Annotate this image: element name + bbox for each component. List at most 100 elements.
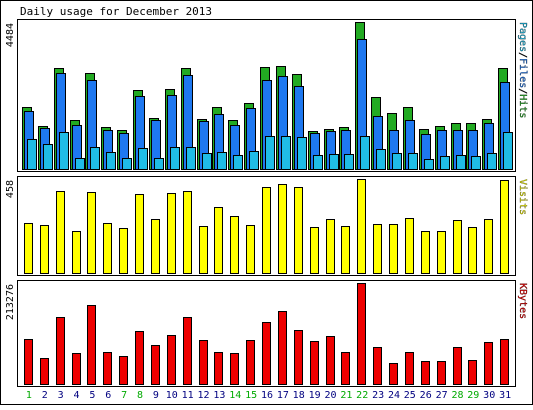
bar-visits-day-29 (468, 227, 477, 274)
bar-pages-day-15 (249, 151, 259, 170)
bar-kbytes-day-15 (246, 340, 255, 385)
bar-visits-day-31 (500, 180, 509, 274)
x-tick-label-day-24: 24 (388, 390, 400, 401)
bar-kbytes-day-20 (326, 336, 335, 385)
bar-pages-day-14 (233, 155, 243, 170)
bar-kbytes-day-8 (135, 331, 144, 385)
bar-visits-day-1 (24, 223, 33, 274)
legend-item-visits-0: Visits (517, 179, 528, 215)
bar-pages-day-13 (217, 152, 227, 170)
bar-visits-day-4 (72, 231, 81, 274)
bar-visits-day-23 (373, 224, 382, 274)
x-tick-label-day-4: 4 (73, 390, 79, 401)
panel-usage: 4484 Pages/Files/Hits (5, 19, 528, 172)
bar-visits-day-6 (103, 223, 112, 274)
bar-kbytes-day-1 (24, 339, 33, 385)
bar-kbytes-day-29 (468, 360, 477, 385)
bar-kbytes-day-5 (87, 305, 96, 385)
bar-kbytes-day-25 (405, 352, 414, 385)
bar-pages-day-20 (329, 154, 339, 170)
bar-kbytes-day-14 (230, 353, 239, 385)
bar-pages-day-8 (138, 148, 148, 170)
x-tick-label-day-3: 3 (58, 390, 64, 401)
x-tick-label-day-2: 2 (42, 390, 48, 401)
bar-visits-day-28 (453, 220, 462, 274)
bar-kbytes-day-16 (262, 322, 271, 385)
x-tick-label-day-30: 30 (483, 390, 495, 401)
series-visits (24, 179, 509, 274)
bar-pages-day-10 (170, 147, 180, 170)
x-tick-label-day-6: 6 (105, 390, 111, 401)
bar-pages-day-17 (281, 136, 291, 170)
bar-kbytes-day-11 (183, 317, 192, 385)
x-tick-label-day-17: 17 (277, 390, 289, 401)
bar-kbytes-day-19 (310, 341, 319, 385)
legend-item-usage-2: Files (517, 58, 528, 88)
series-kbytes (24, 283, 509, 385)
bar-visits-day-26 (421, 231, 430, 274)
bar-visits-day-30 (484, 219, 493, 274)
bar-visits-day-25 (405, 218, 414, 274)
x-tick-label-day-13: 13 (213, 390, 225, 401)
bar-visits-day-8 (135, 194, 144, 274)
bar-kbytes-day-27 (437, 361, 446, 385)
panel-visits: 458 Visits (5, 176, 528, 276)
bar-kbytes-day-2 (40, 358, 49, 385)
bar-pages-day-7 (122, 158, 132, 170)
x-tick-label-day-8: 8 (137, 390, 143, 401)
y-max-label-usage: 4484 (5, 23, 16, 47)
bar-pages-day-11 (186, 147, 196, 170)
bar-pages-day-18 (297, 137, 307, 170)
bar-visits-day-5 (87, 192, 96, 274)
series-files (24, 39, 510, 170)
legend-item-usage-0: Pages (517, 22, 528, 52)
legend-visits: Visits (517, 179, 528, 215)
bar-pages-day-29 (471, 156, 481, 170)
bar-pages-day-26 (424, 159, 434, 170)
bar-visits-day-7 (119, 228, 128, 274)
bar-pages-day-16 (265, 136, 275, 170)
bar-visits-day-16 (262, 187, 271, 274)
bar-kbytes-day-7 (119, 356, 128, 385)
bar-visits-day-17 (278, 184, 287, 274)
bar-pages-day-24 (392, 153, 402, 170)
x-tick-label-day-26: 26 (420, 390, 432, 401)
bar-visits-day-24 (389, 224, 398, 274)
x-tick-label-day-29: 29 (467, 390, 479, 401)
bar-kbytes-day-17 (278, 311, 287, 385)
bar-pages-day-9 (154, 158, 164, 170)
series-pages (27, 132, 513, 170)
x-tick-label-day-28: 28 (451, 390, 463, 401)
x-tick-label-day-1: 1 (26, 390, 32, 401)
bar-pages-day-21 (344, 154, 354, 170)
bar-visits-day-2 (40, 225, 49, 274)
bar-kbytes-day-30 (484, 342, 493, 385)
bar-visits-day-18 (294, 187, 303, 274)
bar-visits-day-27 (437, 231, 446, 274)
bar-kbytes-day-4 (72, 353, 81, 385)
bar-kbytes-day-6 (103, 352, 112, 385)
bar-pages-day-12 (202, 153, 212, 170)
bar-pages-day-5 (90, 147, 100, 170)
x-tick-label-day-16: 16 (261, 390, 273, 401)
x-tick-label-day-27: 27 (436, 390, 448, 401)
bar-pages-day-25 (408, 153, 418, 170)
bar-kbytes-day-9 (151, 345, 160, 385)
bar-kbytes-day-3 (56, 317, 65, 385)
bar-pages-day-4 (75, 158, 85, 170)
legend-usage: Pages/Files/Hits (517, 22, 528, 118)
bar-visits-day-20 (326, 219, 335, 274)
bar-pages-day-1 (27, 139, 37, 170)
bar-visits-day-12 (199, 226, 208, 274)
y-max-label-kbytes: 213276 (5, 284, 16, 320)
x-tick-label-day-19: 19 (309, 390, 321, 401)
bar-visits-day-9 (151, 219, 160, 274)
bar-kbytes-day-31 (500, 339, 509, 385)
x-tick-label-day-18: 18 (293, 390, 305, 401)
legend-item-usage-1: / (517, 52, 528, 58)
bar-visits-day-10 (167, 193, 176, 274)
bar-kbytes-day-10 (167, 335, 176, 385)
x-tick-label-day-12: 12 (197, 390, 209, 401)
